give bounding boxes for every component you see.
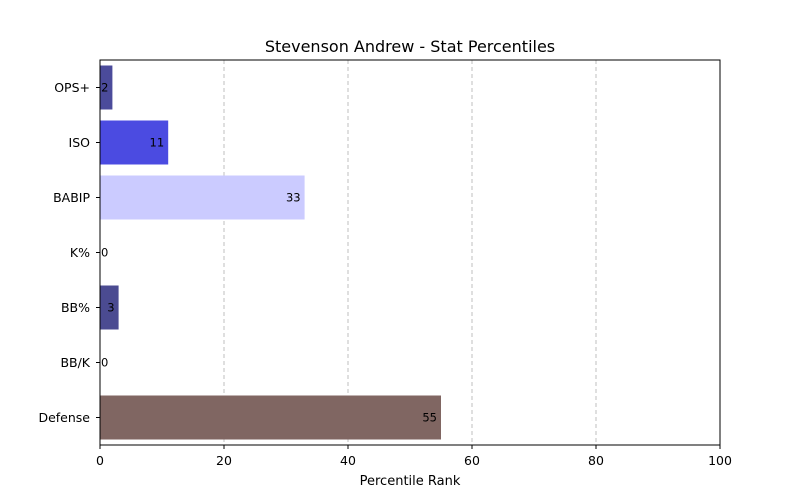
x-axis-label: Percentile Rank	[360, 474, 461, 489]
y-tick-label: Defense	[38, 410, 90, 425]
y-tick-label: BB%	[61, 300, 90, 315]
bar	[100, 395, 441, 440]
grid-lines	[223, 60, 597, 445]
bar	[100, 175, 305, 220]
x-tick-label: 80	[588, 453, 604, 468]
data-label: 0	[101, 356, 108, 370]
data-label: 3	[107, 301, 114, 315]
x-tick-label: 100	[708, 453, 732, 468]
x-tick-label: 20	[216, 453, 232, 468]
y-tick-label: BB/K	[60, 355, 90, 370]
data-label: 33	[286, 191, 301, 205]
bar	[100, 285, 119, 330]
y-tick-label: K%	[70, 245, 90, 260]
x-tick-label: 0	[96, 453, 104, 468]
bar	[100, 120, 169, 165]
y-tick-label: OPS+	[54, 80, 90, 95]
x-tick-label: 60	[464, 453, 480, 468]
bars	[100, 65, 441, 440]
data-label: 2	[101, 81, 108, 95]
x-axis-ticks: 0 20 40 60 80 100	[96, 445, 732, 468]
y-tick-label: BABIP	[53, 190, 90, 205]
plot-frame	[99, 59, 721, 446]
y-tick-label: ISO	[69, 135, 91, 150]
y-axis-ticks: OPS+ ISO BABIP K% BB% BB/K Defense	[38, 80, 100, 425]
value-labels: 2 11 33 0 3 0 55	[101, 81, 437, 425]
bar	[100, 65, 113, 110]
data-label: 0	[101, 246, 108, 260]
chart-title: Stevenson Andrew - Stat Percentiles	[265, 37, 555, 56]
data-label: 55	[422, 411, 437, 425]
x-tick-label: 40	[340, 453, 356, 468]
data-label: 11	[150, 136, 165, 150]
